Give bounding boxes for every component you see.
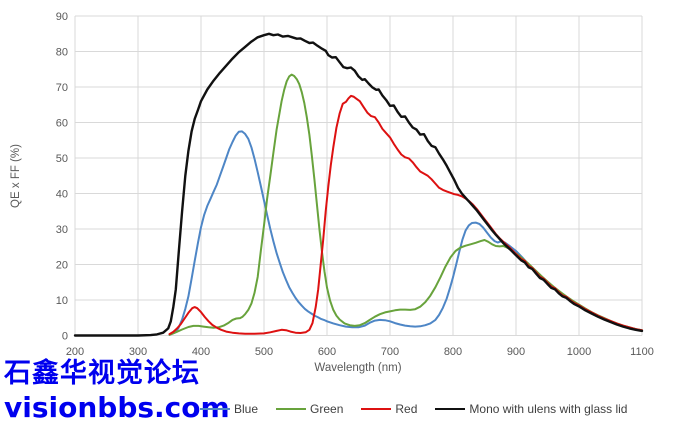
legend-swatch-blue <box>200 408 230 410</box>
y-tick-label: 20 <box>56 260 68 272</box>
series-line-mono-with-ulens-with-glass-lid <box>73 32 644 337</box>
x-tick-label: 200 <box>66 346 84 358</box>
y-tick-label: 60 <box>56 118 68 130</box>
x-tick-label: 500 <box>255 346 273 358</box>
y-tick-label: 0 <box>62 331 68 343</box>
legend-label-mono-with-ulens-with-glass-lid: Mono with ulens with glass lid <box>469 402 628 416</box>
legend-item-red: Red <box>361 402 417 416</box>
series-line-blue <box>168 130 643 336</box>
watermark-site-url: visionbbs.com <box>4 391 230 424</box>
y-tick-label: 30 <box>56 224 68 236</box>
x-tick-label: 300 <box>129 346 147 358</box>
legend-label-green: Green <box>310 402 344 416</box>
y-axis-title: QE x FF (%) <box>10 144 22 208</box>
y-tick-label: 70 <box>56 82 68 94</box>
qe-spectral-response-chart: 200 300 400 500 600 700 800 900 1000 1100 0 10 20 30 4… <box>10 11 654 374</box>
gridlines <box>74 15 643 336</box>
chart-legend: Blue Green Red Mono with ulens with glass l… <box>200 402 627 416</box>
x-tick-label: 600 <box>318 346 336 358</box>
x-tick-label: 1100 <box>630 346 654 358</box>
x-tick-label: 400 <box>192 346 210 358</box>
legend-swatch-red <box>361 408 392 410</box>
y-tick-label: 50 <box>56 153 68 165</box>
legend-item-mono-with-ulens-with-glass-lid: Mono with ulens with glass lid <box>435 402 627 416</box>
x-axis-title: Wavelength (nm) <box>314 362 401 374</box>
x-tick-label: 700 <box>381 346 399 358</box>
legend-label-red: Red <box>395 402 418 416</box>
legend-swatch-mono-with-ulens-with-glass-lid <box>435 408 466 410</box>
y-tick-label: 40 <box>56 189 68 201</box>
legend-item-blue: Blue <box>200 402 258 416</box>
y-tick-label: 80 <box>56 47 68 59</box>
axis-tick-labels: 200 300 400 500 600 700 800 900 1000 1100 0 10 20 30 4… <box>56 11 654 358</box>
x-tick-label: 800 <box>444 346 462 358</box>
series-line-green <box>168 73 643 336</box>
x-tick-label: 1000 <box>567 346 591 358</box>
y-tick-label: 10 <box>56 295 68 307</box>
chart-series <box>73 32 644 337</box>
y-tick-label: 90 <box>56 11 68 23</box>
legend-label-blue: Blue <box>234 402 259 416</box>
watermark-site-name-cn: 石鑫华视觉论坛 <box>4 358 200 389</box>
legend-item-green: Green <box>276 402 343 416</box>
x-tick-label: 900 <box>507 346 525 358</box>
legend-swatch-green <box>276 408 307 410</box>
